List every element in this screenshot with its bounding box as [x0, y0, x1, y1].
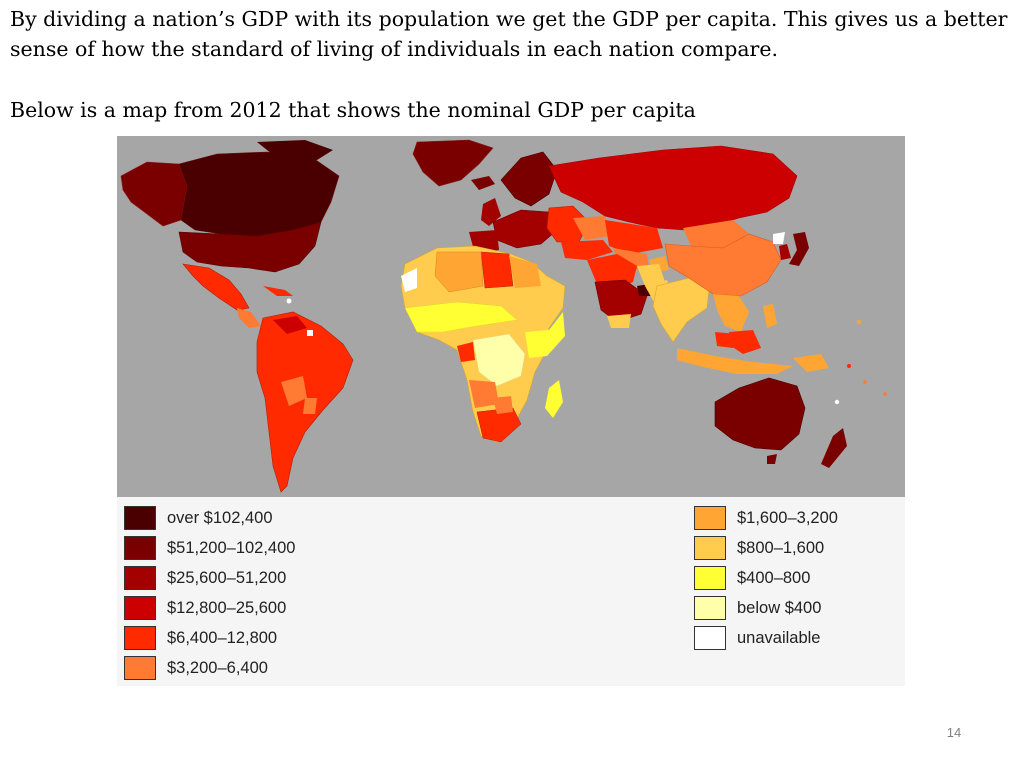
legend-item: $6,400–12,800 — [124, 623, 295, 653]
legend-item: $1,600–3,200 — [694, 503, 838, 533]
region-ukraine — [573, 216, 611, 240]
legend-swatch — [694, 566, 726, 590]
legend-column-right: $1,600–3,200 $800–1,600 $400–800 below $… — [694, 503, 838, 653]
legend-label: $12,800–25,600 — [167, 598, 287, 617]
region-uk — [481, 198, 501, 226]
island-dot-3 — [834, 399, 840, 405]
island-dot-2 — [847, 364, 851, 368]
region-western-sahara — [401, 268, 417, 292]
region-india — [652, 277, 710, 343]
legend-item: $25,600–51,200 — [124, 563, 295, 593]
island-dot-4 — [863, 380, 867, 384]
legend-item: $3,200–6,400 — [124, 653, 295, 683]
region-china — [664, 233, 782, 297]
legend-item: over $102,400 — [124, 503, 295, 533]
legend-label: $51,200–102,400 — [167, 538, 296, 557]
page-number: 14 — [946, 725, 962, 740]
region-mongolia — [683, 220, 749, 248]
region-turkey — [561, 240, 613, 260]
region-mexico — [182, 263, 250, 311]
legend-label: $1,600–3,200 — [737, 508, 838, 527]
legend-label: $6,400–12,800 — [167, 628, 278, 647]
island-dot-1 — [857, 320, 861, 324]
legend-swatch — [124, 566, 156, 590]
legend-item: $400–800 — [694, 563, 838, 593]
legend-swatch — [124, 656, 156, 680]
region-korea — [779, 244, 791, 260]
region-botswana — [493, 396, 513, 414]
region-scandinavia — [500, 151, 558, 207]
region-australia — [714, 377, 806, 451]
legend-swatch — [694, 626, 726, 650]
region-north-africa-east — [509, 256, 541, 288]
legend-label: $3,200–6,400 — [167, 658, 268, 677]
legend-swatch — [124, 596, 156, 620]
legend-label: $800–1,600 — [737, 538, 825, 557]
region-gabon — [457, 342, 475, 362]
legend-column-left: over $102,400 $51,200–102,400 $25,600–51… — [124, 503, 295, 683]
region-japan — [789, 232, 809, 266]
legend-swatch — [694, 596, 726, 620]
region-paraguay — [303, 398, 317, 414]
map-caption: Below is a map from 2012 that shows the … — [10, 98, 696, 122]
region-caribbean — [263, 286, 293, 296]
legend-swatch — [124, 506, 156, 530]
region-central-america — [237, 308, 261, 328]
legend-swatch — [124, 536, 156, 560]
region-western-europe — [492, 209, 558, 249]
region-afghanistan — [637, 264, 665, 286]
region-kazakhstan — [605, 220, 663, 254]
region-russia — [548, 145, 798, 231]
map-legend: over $102,400 $51,200–102,400 $25,600–51… — [117, 497, 905, 686]
region-southeast-asia — [713, 294, 749, 332]
legend-label: unavailable — [737, 628, 821, 647]
region-usa — [178, 221, 322, 273]
region-alaska — [120, 161, 188, 227]
region-indonesia — [677, 348, 793, 374]
world-map-graphic — [120, 139, 887, 493]
intro-paragraph: By dividing a nation’s GDP with its popu… — [10, 7, 1008, 61]
region-east-africa — [525, 312, 565, 358]
region-angola — [469, 380, 499, 408]
region-madagascar — [545, 380, 563, 418]
world-map — [117, 136, 905, 497]
legend-item: $800–1,600 — [694, 533, 838, 563]
region-new-zealand — [821, 428, 847, 468]
region-new-guinea — [793, 354, 829, 372]
region-canada-islands — [257, 140, 333, 160]
region-greenland — [412, 139, 494, 187]
region-yemen — [607, 314, 631, 328]
region-libya — [480, 251, 514, 289]
legend-item: $12,800–25,600 — [124, 593, 295, 623]
legend-item: below $400 — [694, 593, 838, 623]
region-north-korea — [773, 232, 785, 244]
legend-label: below $400 — [737, 598, 822, 617]
legend-label: over $102,400 — [167, 508, 273, 527]
region-canada — [178, 151, 340, 237]
island-dot-5 — [883, 392, 887, 396]
region-bolivia — [281, 376, 307, 406]
region-borneo — [729, 330, 761, 354]
region-venezuela — [273, 316, 307, 334]
region-central-africa — [472, 333, 526, 387]
region-saudi-arabia — [594, 279, 648, 323]
legend-swatch — [694, 506, 726, 530]
legend-item: unavailable — [694, 623, 838, 653]
region-philippines — [763, 304, 777, 328]
legend-swatch — [694, 536, 726, 560]
legend-item: $51,200–102,400 — [124, 533, 295, 563]
region-algeria — [434, 251, 484, 293]
region-tasmania — [767, 454, 777, 464]
region-sahel — [404, 301, 518, 333]
legend-label: $25,600–51,200 — [167, 568, 287, 587]
region-guyana — [307, 330, 313, 336]
legend-label: $400–800 — [737, 568, 811, 587]
legend-swatch — [124, 626, 156, 650]
caribbean-dot — [286, 298, 292, 304]
region-iceland — [471, 176, 495, 190]
